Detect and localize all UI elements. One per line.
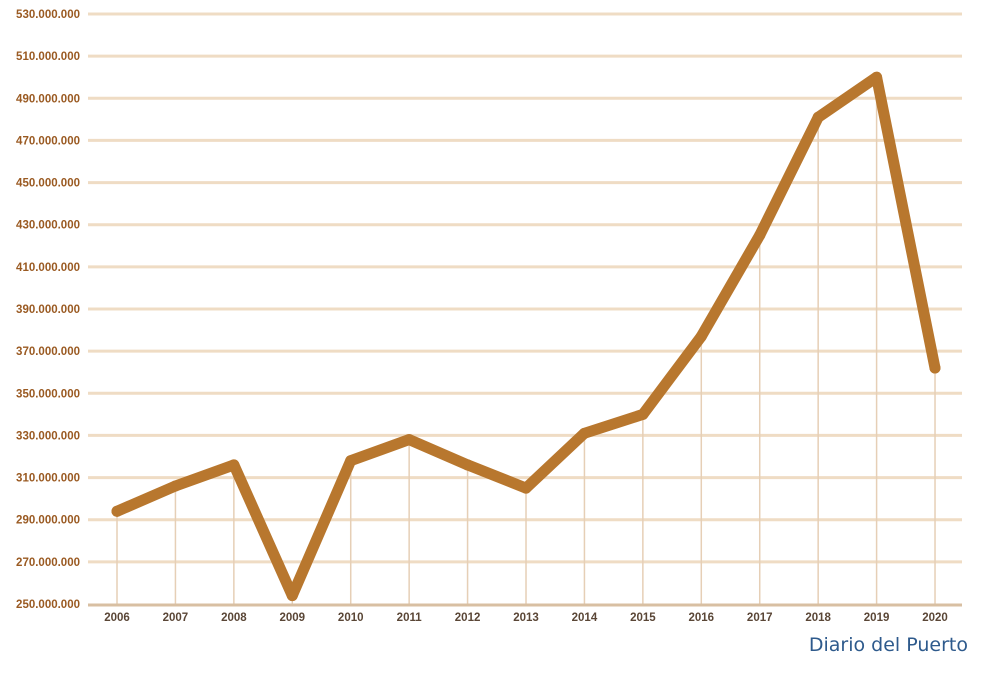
x-tick-label: 2008 xyxy=(221,612,247,624)
y-tick-label: 430.000.000 xyxy=(16,220,80,232)
data-point xyxy=(345,455,357,467)
y-tick-label: 250.000.000 xyxy=(16,599,80,611)
x-tick-label: 2017 xyxy=(747,612,773,624)
x-tick-label: 2009 xyxy=(279,612,305,624)
y-tick-label: 450.000.000 xyxy=(16,178,80,190)
x-tick-label: 2019 xyxy=(864,612,890,624)
x-tick-label: 2006 xyxy=(104,612,130,624)
y-axis-tick-labels: 250.000.000 270.000.000 290.000.000 310.000… xyxy=(16,9,80,611)
y-tick-label: 310.000.000 xyxy=(16,473,80,485)
data-point xyxy=(871,71,883,83)
y-tick-label: 390.000.000 xyxy=(16,304,80,316)
x-tick-label: 2010 xyxy=(338,612,364,624)
x-tick-label: 2015 xyxy=(630,612,656,624)
x-axis-tick-labels: 2006 2007 2008 2009 2010 2011 2012 2013 2014 2015… xyxy=(104,612,948,624)
data-point xyxy=(286,590,298,602)
x-tick-label: 2016 xyxy=(689,612,715,624)
data-point xyxy=(111,505,123,517)
y-tick-label: 510.000.000 xyxy=(16,51,80,63)
data-point xyxy=(812,111,824,123)
data-point xyxy=(929,362,941,374)
data-point xyxy=(403,434,415,446)
y-tick-label: 290.000.000 xyxy=(16,515,80,527)
y-tick-label: 330.000.000 xyxy=(16,430,80,442)
x-tick-label: 2007 xyxy=(163,612,189,624)
data-point xyxy=(462,459,474,471)
x-tick-label: 2012 xyxy=(455,612,481,624)
y-tick-label: 370.000.000 xyxy=(16,346,80,358)
x-tick-label: 2020 xyxy=(922,612,948,624)
x-tick-label: 2013 xyxy=(513,612,539,624)
source-credit: Diario del Puerto xyxy=(808,634,968,656)
data-point xyxy=(578,427,590,439)
y-tick-label: 470.000.000 xyxy=(16,135,80,147)
y-tick-label: 530.000.000 xyxy=(16,9,80,21)
x-tick-label: 2018 xyxy=(805,612,831,624)
y-tick-label: 350.000.000 xyxy=(16,388,80,400)
y-tick-label: 270.000.000 xyxy=(16,557,80,569)
data-point xyxy=(754,229,766,241)
data-point xyxy=(228,459,240,471)
data-point xyxy=(520,482,532,494)
drop-lines xyxy=(116,77,936,604)
x-tick-label: 2011 xyxy=(397,612,423,624)
data-point xyxy=(695,330,707,342)
data-points xyxy=(111,71,941,602)
x-tick-label: 2014 xyxy=(572,612,598,624)
gridlines xyxy=(88,12,962,564)
y-tick-label: 410.000.000 xyxy=(16,262,80,274)
y-tick-label: 490.000.000 xyxy=(16,93,80,105)
data-point xyxy=(637,408,649,420)
data-point xyxy=(169,480,181,492)
